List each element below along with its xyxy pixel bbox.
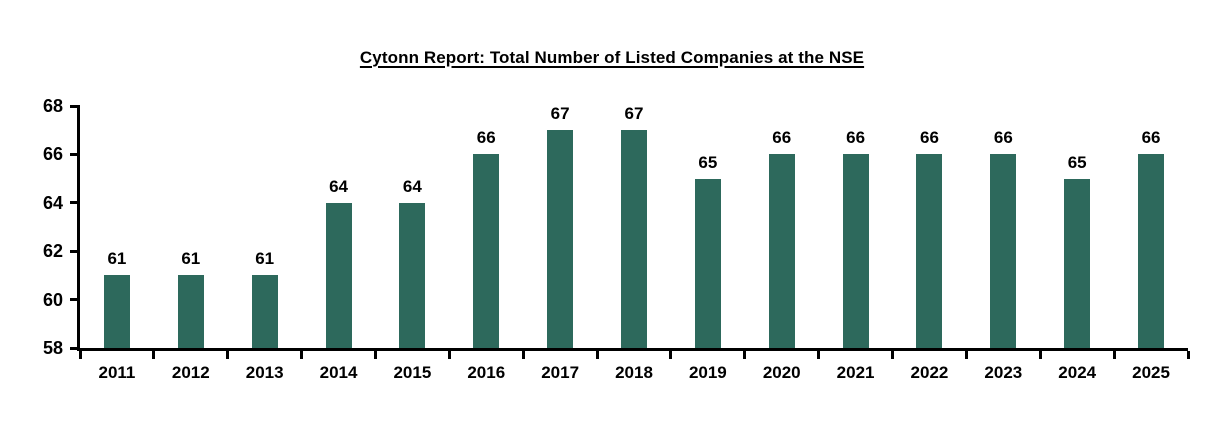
- x-tick-label: 2012: [171, 363, 210, 382]
- x-axis-tick: [521, 351, 525, 359]
- x-tick-label: 2015: [393, 363, 432, 382]
- x-axis-line: [77, 348, 1188, 351]
- x-axis-tick: [743, 351, 747, 359]
- bar-value-label: 66: [846, 128, 866, 148]
- y-axis-tick: [70, 201, 77, 205]
- bar: [1138, 154, 1165, 348]
- y-tick-label: 60: [42, 289, 63, 310]
- x-axis-tick: [817, 351, 821, 359]
- x-tick-label: 2018: [615, 363, 653, 382]
- x-axis-tick: [447, 351, 451, 359]
- x-tick-label: 2019: [688, 363, 727, 382]
- y-tick-label: 68: [42, 96, 63, 116]
- bar-value-label: 66: [772, 128, 792, 148]
- y-axis-tick: [70, 249, 77, 253]
- bar: [916, 154, 943, 348]
- bar: [399, 202, 426, 348]
- bar-value-label: 61: [255, 249, 275, 269]
- bar: [103, 275, 130, 348]
- x-axis-tick: [891, 351, 895, 359]
- bar-value-label: 65: [698, 152, 718, 172]
- x-tick-label: 2017: [541, 363, 580, 382]
- bar: [842, 154, 869, 348]
- x-tick-label: 2013: [245, 363, 284, 382]
- x-axis-tick: [300, 351, 304, 359]
- x-axis-tick: [1186, 351, 1190, 359]
- x-tick-label: 2020: [762, 363, 801, 382]
- bar: [1064, 178, 1091, 348]
- y-tick-label: 62: [42, 241, 63, 262]
- x-axis-tick: [669, 351, 673, 359]
- bar: [325, 202, 352, 348]
- y-tick-label: 66: [42, 144, 63, 165]
- x-axis-tick: [595, 351, 599, 359]
- bar-value-label: 61: [107, 249, 127, 269]
- x-tick-label: 2016: [467, 363, 506, 382]
- x-tick-label: 2021: [836, 363, 875, 382]
- bar-value-label: 66: [993, 128, 1013, 148]
- bar: [251, 275, 278, 348]
- bar-value-label: 61: [181, 249, 201, 269]
- x-tick-label: 2011: [98, 363, 136, 382]
- y-tick-label: 58: [42, 338, 63, 358]
- x-axis-tick: [964, 351, 968, 359]
- bar-value-label: 67: [624, 104, 644, 124]
- y-tick-label: 64: [42, 192, 63, 213]
- y-axis-tick: [70, 298, 77, 302]
- x-axis-tick: [1112, 351, 1116, 359]
- bar: [177, 275, 204, 348]
- x-axis-tick: [1038, 351, 1042, 359]
- y-axis-tick: [70, 104, 77, 108]
- bar-value-label: 64: [329, 176, 348, 196]
- x-axis-tick: [152, 351, 156, 359]
- bar: [547, 130, 574, 348]
- bar-value-label: 66: [476, 128, 496, 148]
- bar: [990, 154, 1017, 348]
- x-axis-tick: [226, 351, 230, 359]
- chart-title-text: Cytonn Report: Total Number of Listed Co…: [359, 48, 865, 67]
- bar-value-label: 64: [402, 176, 422, 196]
- chart-title: Cytonn Report: Total Number of Listed Co…: [0, 48, 1224, 68]
- bar: [621, 130, 647, 348]
- y-axis-tick: [70, 152, 77, 156]
- y-axis-tick: [70, 346, 77, 350]
- x-tick-label: 2014: [319, 363, 358, 382]
- x-tick-label: 2024: [1058, 363, 1097, 382]
- bar: [768, 154, 795, 348]
- bar: [473, 154, 500, 348]
- x-tick-label: 2025: [1132, 363, 1170, 382]
- bar-value-label: 66: [1141, 128, 1161, 148]
- bar-value-label: 66: [919, 128, 939, 148]
- x-tick-label: 2022: [910, 363, 949, 382]
- x-axis-tick: [78, 351, 82, 359]
- x-axis-tick: [373, 351, 377, 359]
- y-axis-line: [77, 104, 80, 351]
- bar-value-label: 65: [1067, 152, 1087, 172]
- x-tick-label: 2023: [984, 363, 1023, 382]
- bar-value-label: 67: [550, 104, 570, 124]
- bar: [694, 178, 721, 348]
